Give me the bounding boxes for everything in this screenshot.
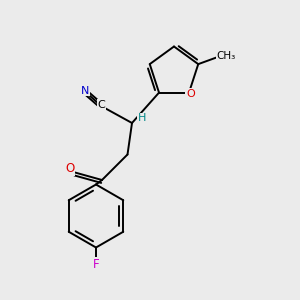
Text: C: C <box>98 100 105 110</box>
Text: O: O <box>186 89 195 99</box>
Text: CH₃: CH₃ <box>217 51 236 61</box>
Text: N: N <box>81 85 89 96</box>
Text: H: H <box>138 113 147 124</box>
Text: F: F <box>93 258 99 271</box>
Text: O: O <box>65 162 74 176</box>
